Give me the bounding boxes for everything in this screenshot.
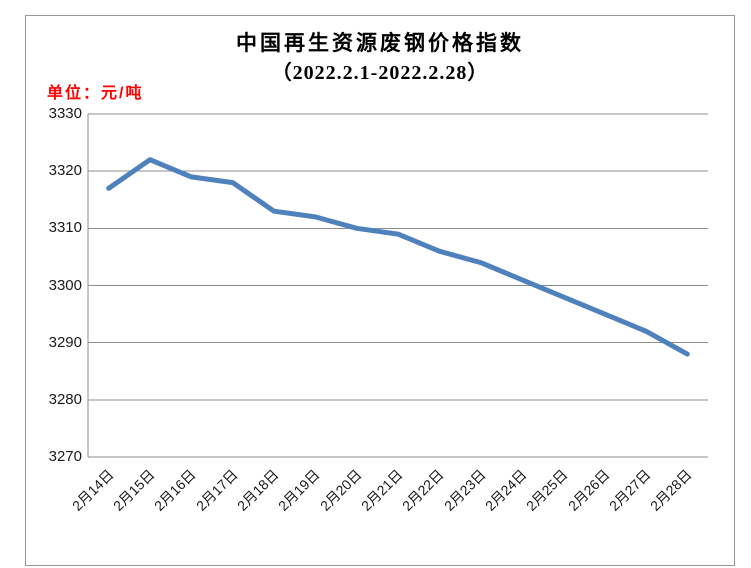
y-axis-tick-label-3270: 3270 <box>48 448 82 465</box>
series <box>106 157 690 357</box>
y-axis-tick-label-3330: 3330 <box>48 105 82 122</box>
y-axis-tick-label-3320: 3320 <box>48 162 82 180</box>
y-axis-tick-label-3300: 3300 <box>48 276 82 294</box>
y-axis-tick-label-3280: 3280 <box>48 390 82 408</box>
chart-title: 中国再生资源废钢价格指数 <box>236 31 524 55</box>
chart-frame <box>25 15 735 566</box>
price-line <box>106 157 690 357</box>
y-axis-tick-label-3310: 3310 <box>48 219 82 237</box>
y-axis-tick-label-3290: 3290 <box>48 333 82 351</box>
chart-subtitle: （2022.2.1-2022.2.28） <box>271 62 489 84</box>
gridlines <box>88 113 708 458</box>
unit-label: 单位：元/吨 <box>47 85 144 102</box>
